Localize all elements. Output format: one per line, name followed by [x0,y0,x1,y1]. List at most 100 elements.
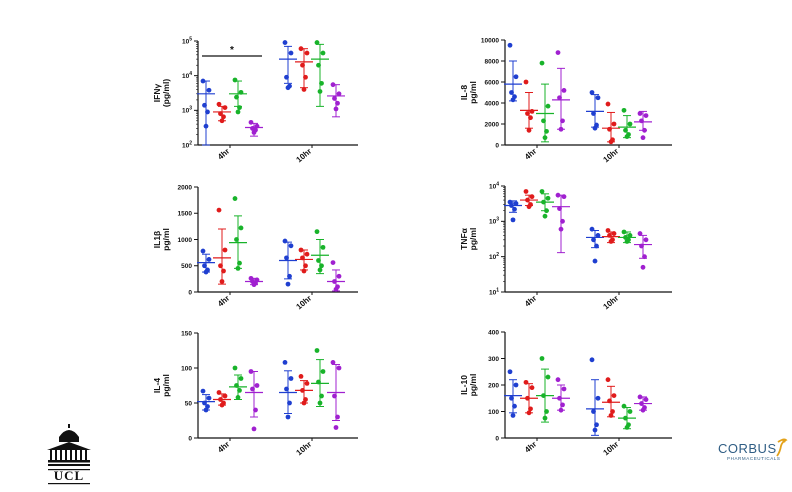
data-point [235,109,241,115]
data-point [200,388,206,394]
data-point [333,286,339,292]
data-point [298,374,304,379]
data-point [238,376,244,381]
data-point [605,228,611,233]
y-axis-label: IL-8pg/ml [459,81,478,104]
data-point [512,403,517,409]
data-point [544,128,549,134]
data-point [314,40,320,45]
data-point [594,243,599,249]
data-point [300,255,305,261]
x-category-label: 10hr [602,440,621,458]
data-point [611,231,617,236]
data-point [251,426,257,432]
data-point [319,80,324,86]
y-tick-label: 4000 [485,100,500,107]
data-point [219,279,225,284]
data-point [542,213,548,219]
data-point [216,390,222,395]
data-point [330,82,336,88]
data-point [285,85,291,91]
x-category-label: 4hr [523,294,538,309]
data-point [624,239,630,244]
data-point [335,100,340,106]
y-tick-label: 0 [188,289,192,296]
data-point [235,265,241,271]
y-tick-label: 400 [488,329,499,336]
data-point [301,400,307,406]
data-point [238,225,244,231]
data-point [237,388,242,393]
data-point [206,257,212,262]
data-point [528,115,533,121]
data-point [591,111,596,116]
data-point [248,369,254,374]
data-point [282,360,288,365]
data-point [555,50,561,55]
data-point [510,217,516,223]
y-tick-label: 0 [495,142,499,149]
data-point [523,79,529,85]
data-point [589,357,595,363]
data-point [253,407,258,413]
data-point [545,103,551,109]
y-tick-label: 500 [181,263,192,270]
data-point [301,87,307,92]
data-point [637,231,643,236]
data-point [608,139,614,145]
data-point [219,118,225,124]
y-tick-label: 103 [182,106,192,115]
data-point [288,50,294,56]
data-point [525,111,530,116]
data-point [529,109,535,114]
data-point [218,263,223,269]
data-point [235,395,241,400]
data-point [320,244,326,250]
data-point [594,422,599,428]
data-point [254,123,260,129]
data-point [288,243,294,249]
data-point [288,376,294,381]
y-tick-label: 102 [489,252,499,261]
data-point [542,415,548,421]
data-point [623,127,628,133]
data-point [218,397,223,402]
data-point [591,237,596,243]
x-category-label: 4hr [216,294,231,309]
data-point [300,62,305,68]
data-point [621,229,627,235]
chart-panel-il10: 0 100 200 300 400 IL-10pg/ml 4hr 10hr [459,329,672,457]
data-point [557,395,562,401]
data-point [319,263,324,269]
x-category-label: 4hr [216,147,231,162]
data-point [541,118,546,124]
data-point [529,385,535,391]
data-point [592,258,598,264]
data-point [203,123,209,129]
data-point [555,192,561,198]
data-point [284,74,289,80]
y-tick-label: 104 [182,71,192,80]
data-point [605,377,611,383]
data-point [509,90,514,95]
data-point [643,397,649,402]
x-category-label: 4hr [523,147,538,162]
data-point [254,383,260,388]
data-point [605,101,611,107]
data-point [525,395,530,401]
data-point [607,398,612,404]
data-point [643,237,649,243]
data-point [234,383,239,388]
data-point [314,348,320,353]
data-point [637,111,643,116]
data-point [592,427,598,433]
data-point [282,238,288,244]
data-point [202,263,207,269]
data-point [237,105,242,110]
data-point [640,264,646,270]
data-point [320,50,326,56]
data-point [595,232,601,238]
x-category-label: 4hr [523,440,538,455]
data-point [316,62,321,68]
